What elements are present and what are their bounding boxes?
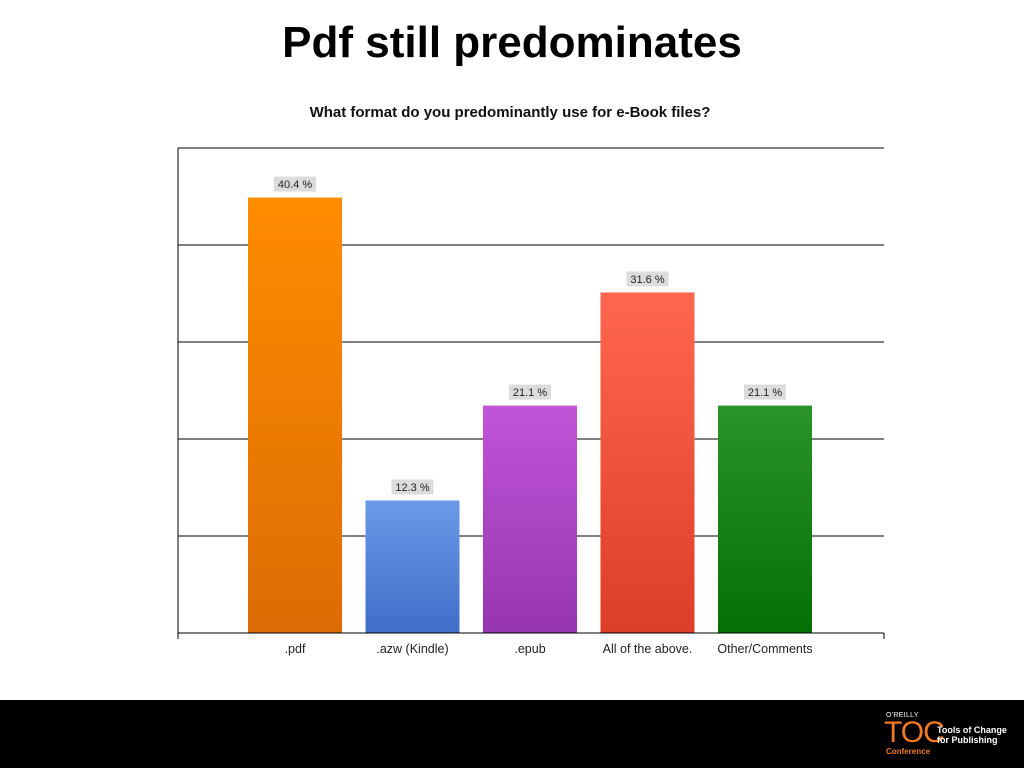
bar-chart: What format do you predominantly use for… (177, 104, 885, 656)
x-tick-label: .pdf (285, 642, 306, 656)
bar (248, 197, 342, 634)
data-label: 21.1 % (748, 387, 782, 399)
footer-bar: O'REILLY TOC Tools of Change for Publish… (0, 700, 1024, 768)
data-label: 12.3 % (395, 482, 429, 494)
chart-x-tick-labels: .pdf .azw (Kindle) .epub All of the above. O… (285, 642, 813, 656)
data-label-bg (744, 384, 786, 400)
data-label-bg (509, 384, 551, 400)
data-label: 40.4 % (278, 179, 312, 191)
bar (483, 405, 577, 633)
x-tick-label: .azw (Kindle) (376, 642, 448, 656)
data-label-bg (391, 479, 434, 495)
logo-mark: TOC (884, 716, 945, 749)
toc-conference-logo: O'REILLY TOC Tools of Change for Publish… (884, 710, 1014, 760)
chart-axes (177, 148, 885, 639)
chart-bars (248, 197, 812, 634)
bar (600, 292, 695, 633)
data-label-bg (626, 271, 669, 287)
data-label: 21.1 % (513, 387, 547, 399)
bar (365, 500, 460, 633)
logo-publisher: O'REILLY (886, 712, 919, 719)
data-label-bg (274, 176, 316, 192)
chart-title: What format do you predominantly use for… (310, 104, 711, 121)
x-tick-label: .epub (514, 642, 545, 656)
data-label: 31.6 % (630, 274, 664, 286)
logo-tagline: Tools of Change for Publishing (937, 725, 1007, 745)
x-tick-label: Other/Comments (717, 642, 812, 656)
x-tick-label: All of the above. (603, 642, 693, 656)
chart-data-labels: 40.4 % 12.3 % 21.1 % 31.6 % 21.1 % (274, 176, 786, 495)
bar (718, 405, 812, 633)
logo-sub: Conference (886, 747, 931, 756)
slide-title: Pdf still predominates (282, 18, 742, 67)
